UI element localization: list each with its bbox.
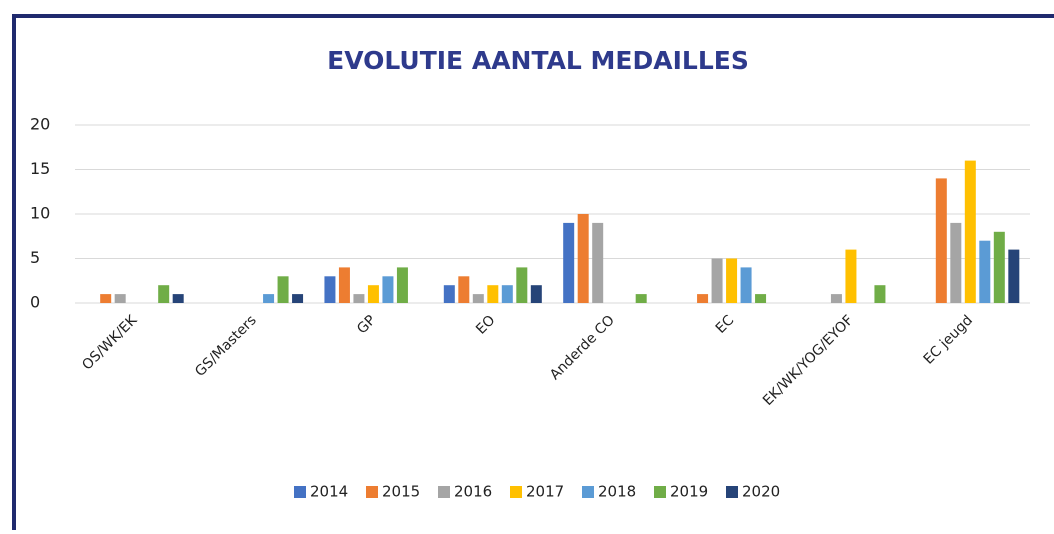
bar [635, 294, 647, 303]
bar [516, 267, 528, 303]
bar [501, 285, 513, 303]
bar [277, 276, 289, 303]
bar [1008, 249, 1020, 303]
legend-label: 2019 [670, 483, 708, 501]
legend-label: 2015 [382, 483, 420, 501]
bar [950, 222, 962, 303]
bar [563, 222, 575, 303]
legend-label: 2020 [742, 483, 780, 501]
bar [458, 276, 470, 303]
bar [172, 294, 184, 303]
legend-swatch [582, 486, 594, 498]
bar [935, 178, 947, 303]
bar [993, 231, 1005, 303]
bar [382, 276, 394, 303]
bar [114, 294, 126, 303]
legend-swatch [510, 486, 522, 498]
legend-label: 2017 [526, 483, 564, 501]
bar [592, 222, 604, 303]
bar [158, 285, 170, 303]
y-tick-label: 5 [30, 248, 40, 267]
bar [100, 294, 112, 303]
legend-swatch [294, 486, 306, 498]
bar [530, 285, 542, 303]
legend-swatch [438, 486, 450, 498]
bar [396, 267, 408, 303]
bar [979, 240, 991, 303]
bar [740, 267, 752, 303]
bar [487, 285, 499, 303]
bar [726, 258, 738, 303]
bar [443, 285, 455, 303]
bar [845, 249, 857, 303]
y-tick-label: 10 [30, 204, 50, 223]
chart-title: EVOLUTIE AANTAL MEDAILLES [327, 46, 749, 75]
legend-label: 2014 [310, 483, 348, 501]
legend-swatch [366, 486, 378, 498]
bar [472, 294, 484, 303]
bar [367, 285, 379, 303]
legend-label: 2016 [454, 483, 492, 501]
y-tick-label: 0 [30, 293, 40, 312]
bar [964, 160, 976, 303]
bar [874, 285, 886, 303]
bar [711, 258, 723, 303]
bar [697, 294, 709, 303]
bar [263, 294, 275, 303]
bar [577, 214, 589, 303]
bar [353, 294, 365, 303]
bar [338, 267, 350, 303]
bar [324, 276, 336, 303]
bar [755, 294, 767, 303]
legend-swatch [654, 486, 666, 498]
bar [830, 294, 842, 303]
y-tick-label: 15 [30, 159, 50, 178]
legend-label: 2018 [598, 483, 636, 501]
y-tick-label: 20 [30, 115, 50, 134]
legend-swatch [726, 486, 738, 498]
bar [292, 294, 304, 303]
